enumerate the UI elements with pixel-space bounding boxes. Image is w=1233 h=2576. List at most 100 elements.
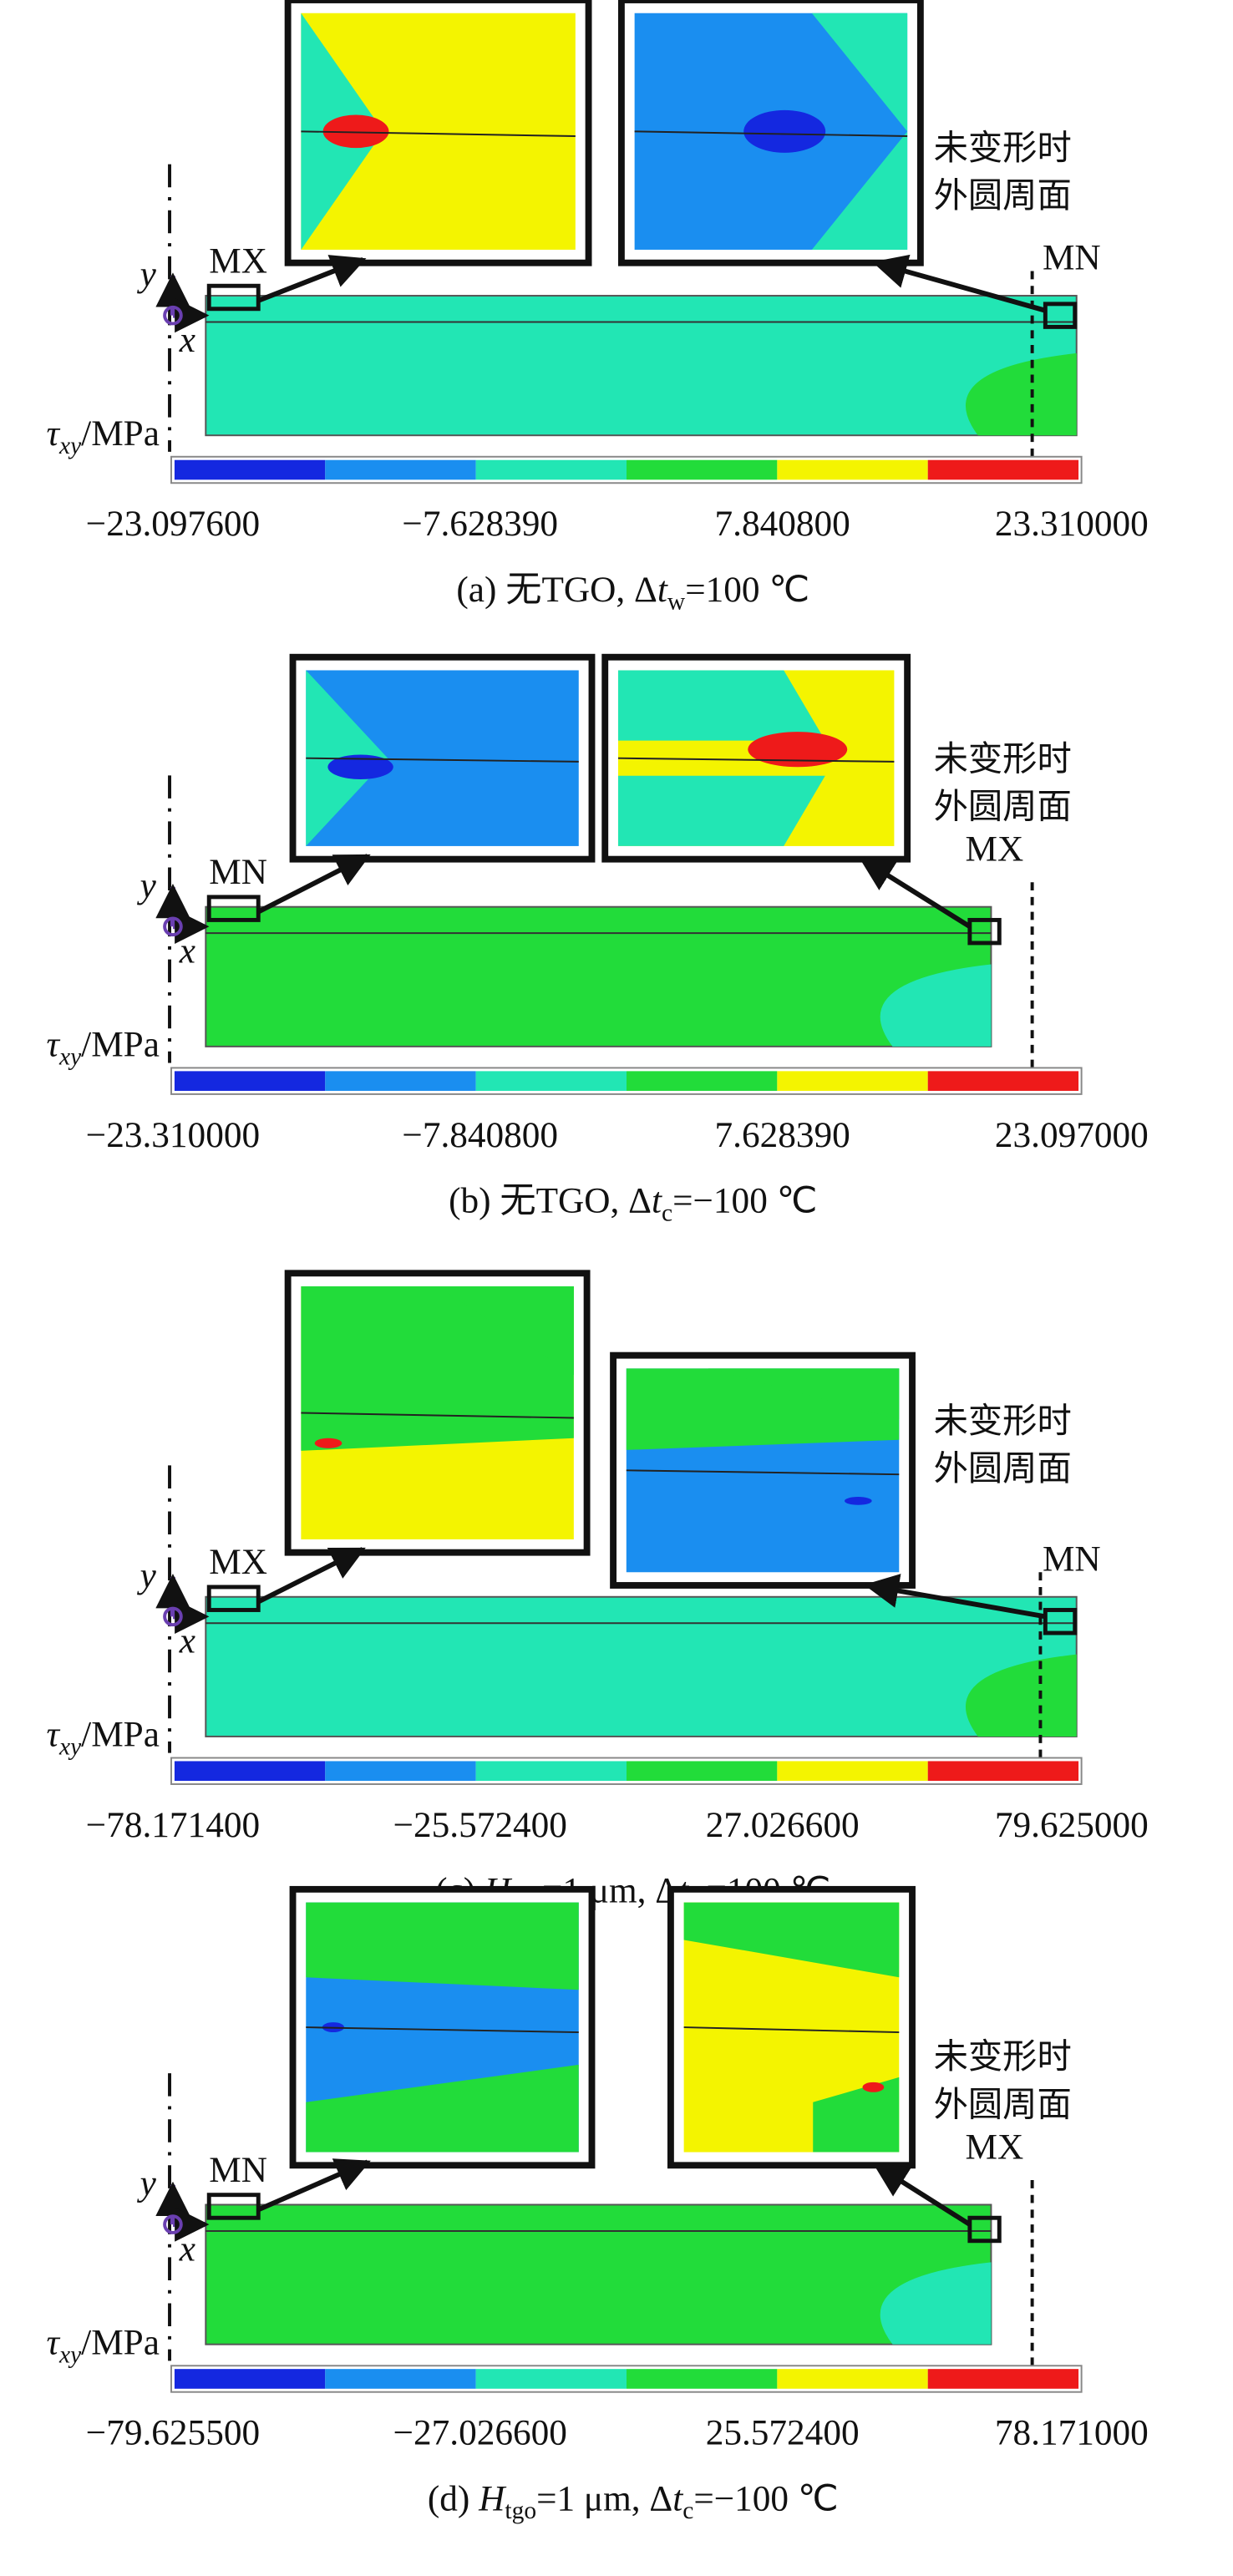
origin: [163, 2214, 183, 2234]
inset-region: [811, 13, 908, 250]
right-marker: MX: [966, 2127, 1024, 2167]
inset-region: [708, 1368, 900, 1420]
annotation: 未变形时: [934, 1401, 1072, 1441]
colorbar-swatch: [174, 1761, 326, 1782]
colorbar-swatch: [325, 459, 476, 480]
left-marker: MN: [209, 2150, 267, 2190]
colorbar-label: −7.628390: [402, 504, 558, 544]
colorbar-swatch: [475, 2369, 627, 2389]
annotation: 未变形时: [934, 2036, 1072, 2077]
inset-region: [813, 2077, 900, 2153]
marker-box: [967, 917, 1002, 946]
colorbar-swatch: [777, 1761, 928, 1782]
inset-peak: [844, 1497, 872, 1505]
legend-title-part: τ: [47, 413, 61, 454]
colorbar-label: 7.628390: [715, 1115, 850, 1155]
caption-part: c: [682, 2497, 693, 2524]
contour-region: [965, 1654, 1077, 1737]
colorbar-swatch: [174, 2369, 326, 2389]
inset-region: [617, 775, 825, 846]
annotation: 未变形时: [934, 128, 1072, 168]
legend-title-part: xy: [58, 433, 82, 459]
model-strip: [205, 905, 992, 1047]
marker-box: [967, 2215, 1002, 2244]
contour-region: [880, 964, 992, 1047]
colorbar-label: −27.026600: [393, 2413, 567, 2453]
model-strip: [205, 2203, 992, 2345]
inset-peak: [314, 1438, 342, 1448]
colorbar-swatch: [475, 459, 627, 480]
colorbar-swatch: [777, 1071, 928, 1091]
colorbar-label: −25.572400: [393, 1805, 567, 1845]
colorbar-label: 79.625000: [995, 1805, 1149, 1845]
colorbar-swatch: [777, 459, 928, 480]
arrow: [256, 854, 371, 915]
origin: [163, 1606, 183, 1627]
caption-part: c: [662, 1199, 672, 1226]
caption-part: =−100 ℃: [672, 1181, 817, 1221]
inset-line: [634, 130, 908, 137]
inset-line: [306, 757, 579, 763]
right-marker: MN: [1043, 1539, 1101, 1579]
caption-part: (d): [428, 2478, 479, 2518]
x-label: x: [179, 320, 195, 360]
inset-line: [626, 1469, 900, 1476]
legend-title-part: τ: [47, 1715, 61, 1755]
y-label: y: [137, 254, 157, 294]
legend-title-part: /MPa: [81, 2322, 160, 2362]
arrow: [864, 1574, 1046, 1620]
caption-part: =100 ℃: [685, 570, 809, 610]
colorbar-label: −23.310000: [86, 1115, 260, 1155]
y-label: y: [137, 865, 157, 905]
inset-region: [617, 670, 825, 741]
arrow: [257, 255, 367, 303]
model-strip: [205, 1595, 1078, 1737]
colorbar-frame: [170, 455, 1083, 484]
inset-region: [683, 1902, 900, 1978]
legend-title: τxy/MPa: [47, 413, 160, 459]
inset-line: [301, 130, 576, 137]
colorbar-label: −79.625500: [86, 2413, 260, 2453]
origin: [163, 916, 183, 937]
colorbar-frame: [170, 1067, 1083, 1095]
legend-title: τxy/MPa: [47, 1025, 160, 1071]
colorbar-swatch: [777, 2369, 928, 2389]
x-label: x: [179, 1621, 195, 1661]
model-strip: [205, 295, 1078, 437]
colorbar-label: −23.097600: [86, 504, 260, 544]
caption-part: t: [652, 1181, 662, 1221]
colorbar-swatch: [626, 2369, 778, 2389]
annotation: 外圆周面: [934, 2084, 1072, 2124]
colorbar-label: 78.171000: [995, 2413, 1149, 2453]
colorbar-label: −78.171400: [86, 1805, 260, 1845]
arrow: [256, 1547, 366, 1605]
colorbar-swatch: [174, 459, 326, 480]
inset-peak: [748, 732, 848, 768]
caption: (d) Htgo=1 μm, Δtc=−100 ℃: [428, 2478, 839, 2524]
y-label: y: [137, 1555, 157, 1595]
left-marker: MX: [209, 241, 267, 281]
arrow: [257, 2158, 371, 2213]
colorbar-frame: [170, 2365, 1083, 2393]
colorbar-swatch: [475, 1071, 627, 1091]
colorbar-swatch: [927, 1071, 1079, 1091]
x-label: x: [179, 931, 195, 971]
marker-box: [206, 283, 261, 312]
left-marker: MX: [209, 1542, 267, 1582]
arrow: [859, 857, 972, 929]
colorbar-swatch: [475, 1761, 627, 1782]
caption-part: (a) 无TGO, Δ: [456, 570, 657, 610]
caption: (a) 无TGO, Δtw=100 ℃: [456, 570, 809, 616]
x-label: x: [179, 2229, 195, 2269]
y-label: y: [137, 2163, 157, 2203]
caption-part: t: [657, 570, 668, 610]
caption-part: =1 μm, Δ: [536, 2478, 672, 2518]
inset-peak: [322, 114, 389, 149]
caption-part: t: [672, 2478, 683, 2518]
colorbar-swatch: [174, 1071, 326, 1091]
inset-line: [306, 2026, 579, 2034]
colorbar-label: 7.840800: [715, 504, 850, 544]
marker-box: [206, 895, 261, 922]
